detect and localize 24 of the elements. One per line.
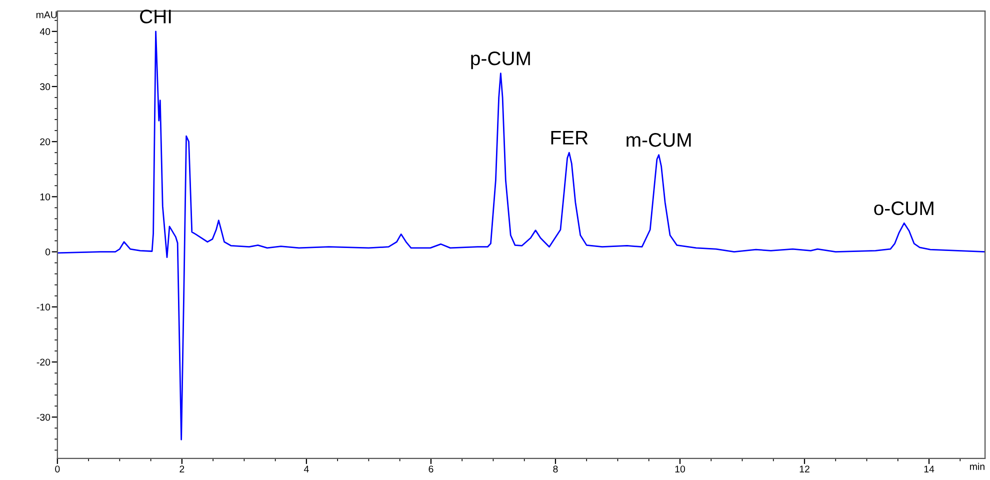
y-tick-label: 20: [40, 138, 50, 146]
annotation: m-CUM: [626, 133, 691, 147]
x-axis-title: min: [970, 462, 984, 470]
x-tick-label: 14: [924, 466, 934, 472]
x-tick-label: 4: [304, 466, 309, 472]
y-tick-label: 10: [40, 193, 50, 200]
x-tick-label: 12: [800, 466, 810, 472]
line-series: [57, 30, 986, 440]
y-tick-label: 30: [40, 83, 50, 90]
x-tick-label: 2: [180, 466, 184, 472]
y-tick-label: -20: [36, 358, 50, 366]
y-tick-label: -10: [36, 304, 50, 311]
annotation: FER: [551, 131, 588, 144]
y-axis-title: mAU: [36, 11, 57, 18]
x-tick-label: 0: [55, 466, 60, 472]
annotation: CHI: [140, 10, 171, 24]
annotation: p-CUM: [471, 52, 530, 70]
y-tick-label: 0: [45, 248, 50, 256]
y-tick-label: -30: [36, 414, 50, 421]
x-tick-label: 8: [553, 466, 558, 472]
x-tick-label: 10: [675, 466, 686, 472]
x-tick-label: 6: [428, 466, 434, 472]
y-tick-label: 40: [40, 28, 50, 36]
annotation: o-CUM: [874, 201, 934, 216]
